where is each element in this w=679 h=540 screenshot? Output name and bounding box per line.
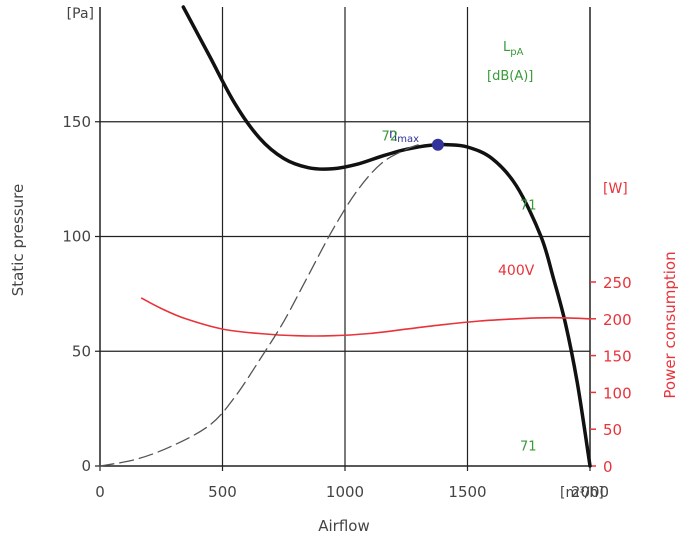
series-layer [99, 5, 592, 468]
y-tick-label-100: 100 [62, 228, 91, 246]
y-unit-label: [Pa] [67, 6, 94, 22]
lpa-label-main: L [503, 40, 511, 55]
y-axis-title: Static pressure [9, 184, 27, 296]
sound-level-label-1: 72 [382, 130, 399, 145]
x-tick-label-0: 0 [95, 483, 105, 501]
sound-level-label-2: 71 [520, 198, 537, 213]
series-pressure [181, 5, 592, 468]
y2-tick-label-250: 250 [603, 274, 632, 292]
series-400V [140, 297, 591, 337]
y-tick-label-50: 50 [72, 342, 91, 360]
lpa-unit-label: [dB(A)] [487, 69, 533, 84]
x-tick-label-500: 500 [208, 483, 237, 501]
x-tick-label-1500: 1500 [448, 483, 486, 501]
eta-max-marker [431, 138, 444, 151]
y2-tick-label-0: 0 [603, 458, 613, 476]
x-tick-label-1000: 1000 [326, 483, 364, 501]
x-unit-label: [m³/h] [560, 485, 604, 501]
y2-tick-label-150: 150 [603, 348, 632, 366]
sound-level-label-3: 71 [520, 439, 537, 454]
lpa-label: LpA [503, 40, 524, 58]
y2-unit-label: [W] [603, 181, 628, 197]
lpa-label-sub: pA [510, 47, 523, 58]
grid [95, 7, 596, 471]
eta-max-sub: max [397, 134, 419, 145]
y2-axis-title: Power consumption [661, 251, 679, 398]
eta-max-label: ηmax [389, 127, 419, 145]
series-label-400V: 400V [498, 263, 535, 279]
y2-tick-label-200: 200 [603, 311, 632, 329]
series-efficiency [99, 144, 420, 467]
y2-tick-label-100: 100 [603, 384, 632, 402]
x-tick-label-2000: 2000 [571, 483, 609, 501]
marker-layer [431, 138, 444, 151]
eta-max-main: η [389, 127, 397, 142]
y-tick-label-0: 0 [81, 457, 91, 475]
x-axis-title: Airflow [318, 517, 370, 535]
y-tick-label-150: 150 [62, 113, 91, 131]
y2-tick-label-50: 50 [603, 421, 622, 439]
